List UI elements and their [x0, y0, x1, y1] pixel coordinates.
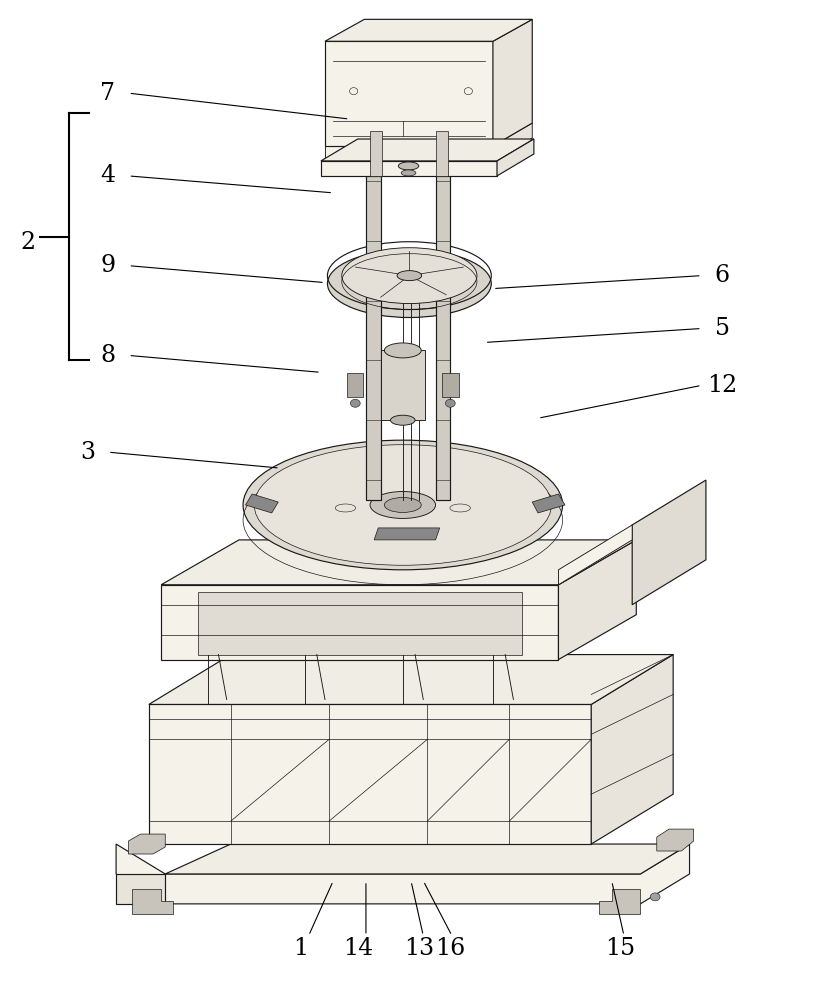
- Polygon shape: [321, 139, 533, 161]
- Ellipse shape: [390, 415, 415, 425]
- Polygon shape: [657, 829, 694, 851]
- Text: 6: 6: [715, 264, 730, 287]
- Polygon shape: [558, 540, 636, 660]
- Polygon shape: [128, 834, 165, 854]
- Text: 3: 3: [80, 441, 95, 464]
- Polygon shape: [325, 146, 366, 161]
- Polygon shape: [493, 123, 532, 161]
- Ellipse shape: [254, 445, 552, 565]
- Polygon shape: [436, 131, 450, 500]
- Ellipse shape: [243, 440, 562, 570]
- Polygon shape: [632, 480, 706, 605]
- Ellipse shape: [397, 271, 422, 281]
- Text: 7: 7: [100, 82, 115, 105]
- Ellipse shape: [342, 248, 477, 304]
- Polygon shape: [599, 889, 640, 914]
- Ellipse shape: [399, 162, 418, 170]
- Ellipse shape: [401, 170, 416, 176]
- Polygon shape: [132, 889, 173, 914]
- Text: 9: 9: [100, 254, 115, 277]
- Polygon shape: [347, 373, 363, 397]
- Polygon shape: [374, 528, 440, 540]
- Polygon shape: [165, 844, 690, 874]
- Polygon shape: [493, 19, 532, 146]
- Text: 8: 8: [100, 344, 115, 367]
- Polygon shape: [558, 525, 632, 585]
- Ellipse shape: [350, 399, 360, 407]
- Text: 12: 12: [707, 374, 737, 397]
- Text: 13: 13: [404, 937, 434, 960]
- Polygon shape: [246, 494, 279, 513]
- Ellipse shape: [650, 893, 660, 901]
- Text: 15: 15: [605, 937, 635, 960]
- Ellipse shape: [327, 250, 492, 318]
- Polygon shape: [591, 655, 673, 844]
- Polygon shape: [116, 874, 165, 904]
- Polygon shape: [116, 844, 690, 904]
- Ellipse shape: [370, 492, 436, 518]
- Text: 2: 2: [20, 231, 35, 254]
- Polygon shape: [161, 585, 558, 660]
- Polygon shape: [532, 494, 565, 513]
- Text: 4: 4: [100, 164, 115, 187]
- Polygon shape: [321, 161, 497, 176]
- Polygon shape: [442, 373, 459, 397]
- Polygon shape: [370, 131, 382, 176]
- Text: 14: 14: [343, 937, 373, 960]
- Polygon shape: [325, 41, 493, 146]
- Polygon shape: [325, 19, 532, 41]
- Ellipse shape: [446, 399, 455, 407]
- Polygon shape: [149, 655, 673, 704]
- Polygon shape: [381, 350, 425, 420]
- Polygon shape: [161, 540, 636, 585]
- Polygon shape: [149, 704, 591, 844]
- Ellipse shape: [385, 343, 421, 358]
- Polygon shape: [436, 131, 448, 176]
- Text: 16: 16: [435, 937, 465, 960]
- Polygon shape: [497, 139, 533, 176]
- Polygon shape: [198, 592, 522, 655]
- Text: 1: 1: [293, 937, 308, 960]
- Ellipse shape: [385, 498, 421, 512]
- Text: 5: 5: [715, 317, 730, 340]
- Polygon shape: [366, 131, 381, 500]
